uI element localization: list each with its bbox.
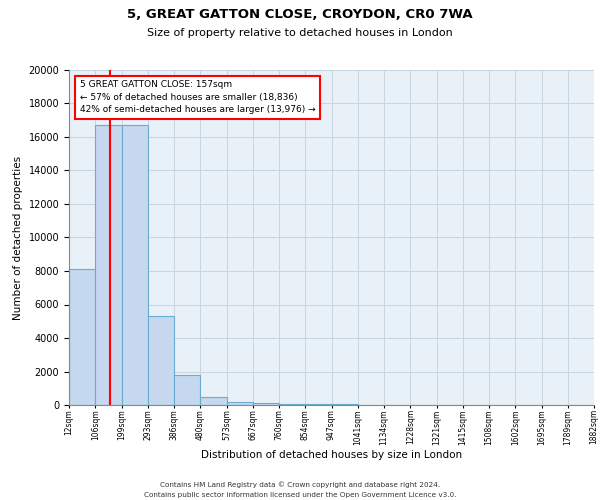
X-axis label: Distribution of detached houses by size in London: Distribution of detached houses by size … [201, 450, 462, 460]
Bar [305, 404, 331, 405]
Bar [331, 404, 358, 405]
Text: Size of property relative to detached houses in London: Size of property relative to detached ho… [147, 28, 453, 38]
Bar [69, 270, 95, 405]
Bar [279, 404, 305, 405]
Bar [148, 316, 174, 405]
Bar [253, 404, 279, 405]
Bar [200, 396, 227, 405]
Bar [95, 126, 121, 405]
Y-axis label: Number of detached properties: Number of detached properties [13, 156, 23, 320]
Bar [121, 126, 148, 405]
Text: Contains HM Land Registry data © Crown copyright and database right 2024.
Contai: Contains HM Land Registry data © Crown c… [144, 482, 456, 498]
Bar [227, 402, 253, 405]
Text: 5 GREAT GATTON CLOSE: 157sqm
← 57% of detached houses are smaller (18,836)
42% o: 5 GREAT GATTON CLOSE: 157sqm ← 57% of de… [79, 80, 315, 114]
Text: 5, GREAT GATTON CLOSE, CROYDON, CR0 7WA: 5, GREAT GATTON CLOSE, CROYDON, CR0 7WA [127, 8, 473, 20]
Bar [174, 375, 200, 405]
